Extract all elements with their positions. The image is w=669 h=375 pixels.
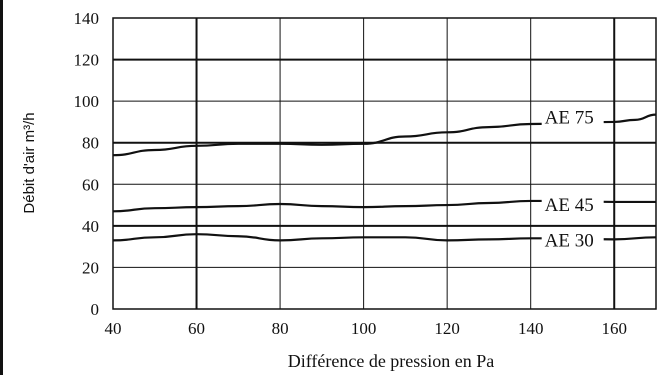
y-tick-label: 140 xyxy=(74,9,100,28)
y-tick-label: 60 xyxy=(82,175,99,194)
series-label-ae-75: AE 75 xyxy=(545,108,594,129)
y-tick-label: 100 xyxy=(74,92,100,111)
series-label-bg xyxy=(541,228,604,251)
y-tick-label: 0 xyxy=(91,300,100,319)
series-lines xyxy=(112,113,657,242)
y-tick-label: 40 xyxy=(82,217,99,236)
plot-frame xyxy=(112,17,657,310)
x-tick-label: 60 xyxy=(188,319,205,338)
series-labels: AE 75 AE 45 AE 30 xyxy=(541,105,604,251)
tick-labels: 0 20 40 60 80 100 120 140 40 60 80 100 120 140 160 xyxy=(74,9,627,338)
y-axis-label: Débit d'air m³/h xyxy=(21,112,38,213)
x-tick-label: 140 xyxy=(518,319,544,338)
series-label-ae-45: AE 45 xyxy=(545,195,594,216)
y-tick-label: 80 xyxy=(82,134,99,153)
series-label-bg xyxy=(541,105,604,128)
y-tick-label: 120 xyxy=(74,51,100,70)
series-label-ae-30: AE 30 xyxy=(545,230,594,251)
grid xyxy=(112,17,657,310)
x-tick-label: 160 xyxy=(601,319,627,338)
x-tick-label: 120 xyxy=(434,319,460,338)
series-label-bg xyxy=(541,192,604,215)
x-tick-label: 40 xyxy=(105,319,122,338)
left-border xyxy=(0,0,3,375)
x-tick-label: 100 xyxy=(351,319,377,338)
x-tick-label: 80 xyxy=(272,319,289,338)
x-axis-label: Différence de pression en Pa xyxy=(288,351,495,371)
y-tick-label: 20 xyxy=(82,258,99,277)
